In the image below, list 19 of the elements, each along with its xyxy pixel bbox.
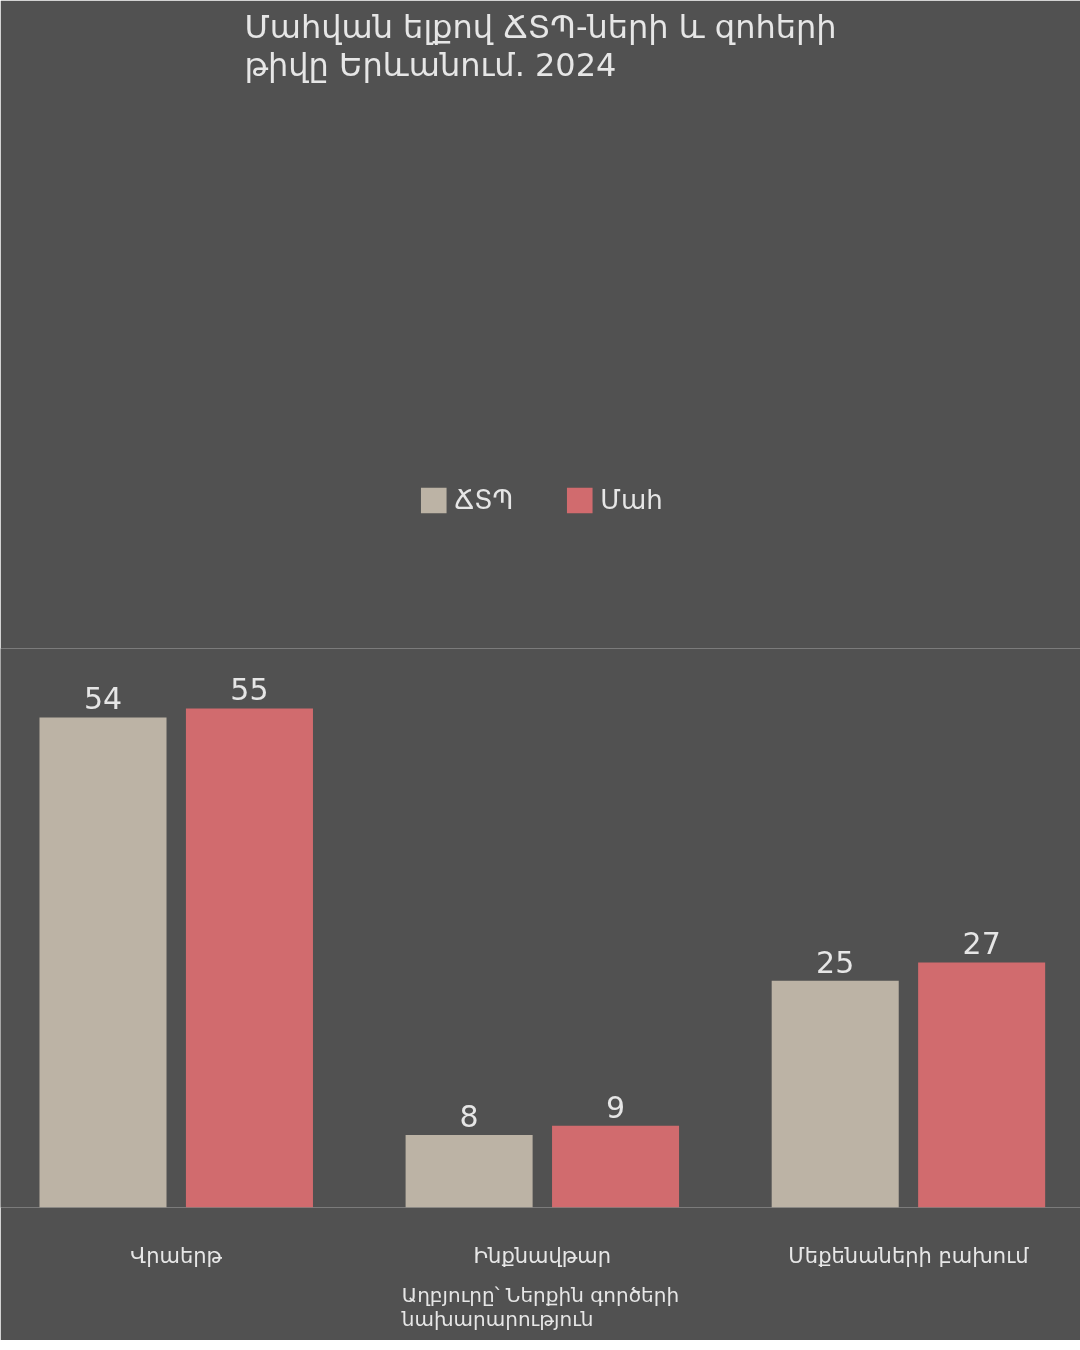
bar: [771, 980, 899, 1208]
chart-title: Մահվան ելքով ՃՏՊ-ների և զոհերի թիվը Երևանում. 2024: [244, 7, 837, 84]
x-tick-label: Վրաերթ: [130, 1243, 223, 1268]
data-label: 8: [459, 1098, 479, 1134]
legend-label: Մահ: [600, 485, 663, 515]
data-label: 27: [962, 926, 1001, 962]
data-label: 55: [230, 672, 269, 708]
data-label: 9: [606, 1089, 626, 1125]
bar: [405, 1134, 533, 1208]
bar: [918, 962, 1046, 1208]
bar: [552, 1125, 680, 1208]
data-label: 25: [816, 944, 855, 980]
x-tick-label: Ինքնավթար: [473, 1243, 612, 1268]
text: Աղբյուրը՝ Ներքին գործերի նախարարություն: [400, 1282, 680, 1331]
legend-label: ՃՏՊ: [454, 485, 514, 515]
bar: [39, 717, 167, 1208]
x-tick-label: Մեքենաների բախում: [788, 1243, 1030, 1268]
data-label: 54: [83, 681, 123, 717]
bar: [185, 708, 313, 1208]
